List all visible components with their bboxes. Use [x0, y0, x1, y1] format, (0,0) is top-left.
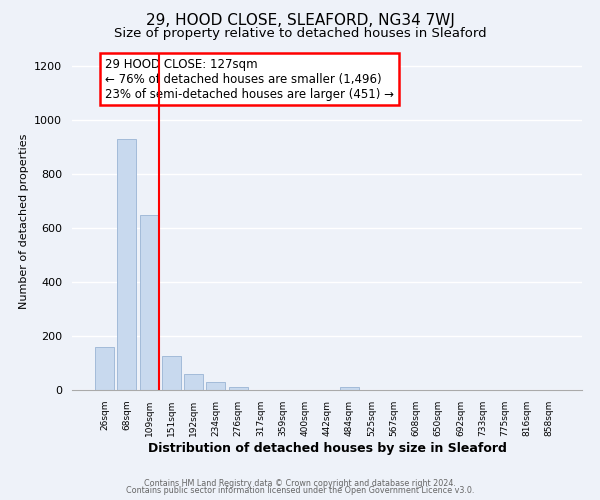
Bar	[206, 382, 225, 390]
Y-axis label: Number of detached properties: Number of detached properties	[19, 134, 29, 309]
Bar	[184, 374, 203, 390]
Text: Size of property relative to detached houses in Sleaford: Size of property relative to detached ho…	[113, 28, 487, 40]
Bar	[140, 214, 158, 390]
Text: 29, HOOD CLOSE, SLEAFORD, NG34 7WJ: 29, HOOD CLOSE, SLEAFORD, NG34 7WJ	[146, 12, 454, 28]
Text: 29 HOOD CLOSE: 127sqm
← 76% of detached houses are smaller (1,496)
23% of semi-d: 29 HOOD CLOSE: 127sqm ← 76% of detached …	[105, 58, 394, 100]
Bar	[340, 387, 359, 390]
Text: Contains public sector information licensed under the Open Government Licence v3: Contains public sector information licen…	[126, 486, 474, 495]
Text: Contains HM Land Registry data © Crown copyright and database right 2024.: Contains HM Land Registry data © Crown c…	[144, 478, 456, 488]
Bar	[229, 388, 248, 390]
Bar	[118, 139, 136, 390]
Bar	[95, 347, 114, 390]
Bar	[162, 356, 181, 390]
X-axis label: Distribution of detached houses by size in Sleaford: Distribution of detached houses by size …	[148, 442, 506, 454]
